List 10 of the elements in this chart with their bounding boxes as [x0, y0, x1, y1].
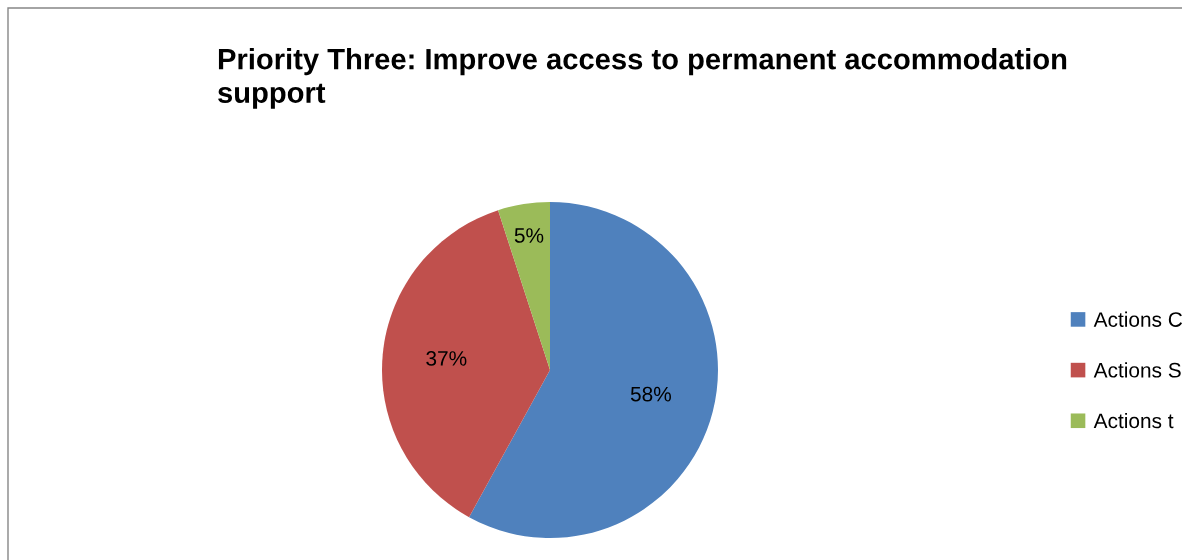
- data-label: 37%: [426, 351, 467, 366]
- pie-slice: [469, 202, 718, 538]
- pie-slice: [498, 202, 550, 370]
- legend-label: Actions t: [1093, 412, 1174, 429]
- legend-label: Actions C: [1093, 311, 1182, 327]
- legend-label: Actions S: [1093, 362, 1181, 378]
- data-label: 58%: [630, 386, 671, 402]
- chart-title: Priority Three: Improve access to permanent accommodation support: [218, 48, 1067, 109]
- data-label: 5%: [514, 228, 544, 243]
- pie-slice: [382, 210, 550, 518]
